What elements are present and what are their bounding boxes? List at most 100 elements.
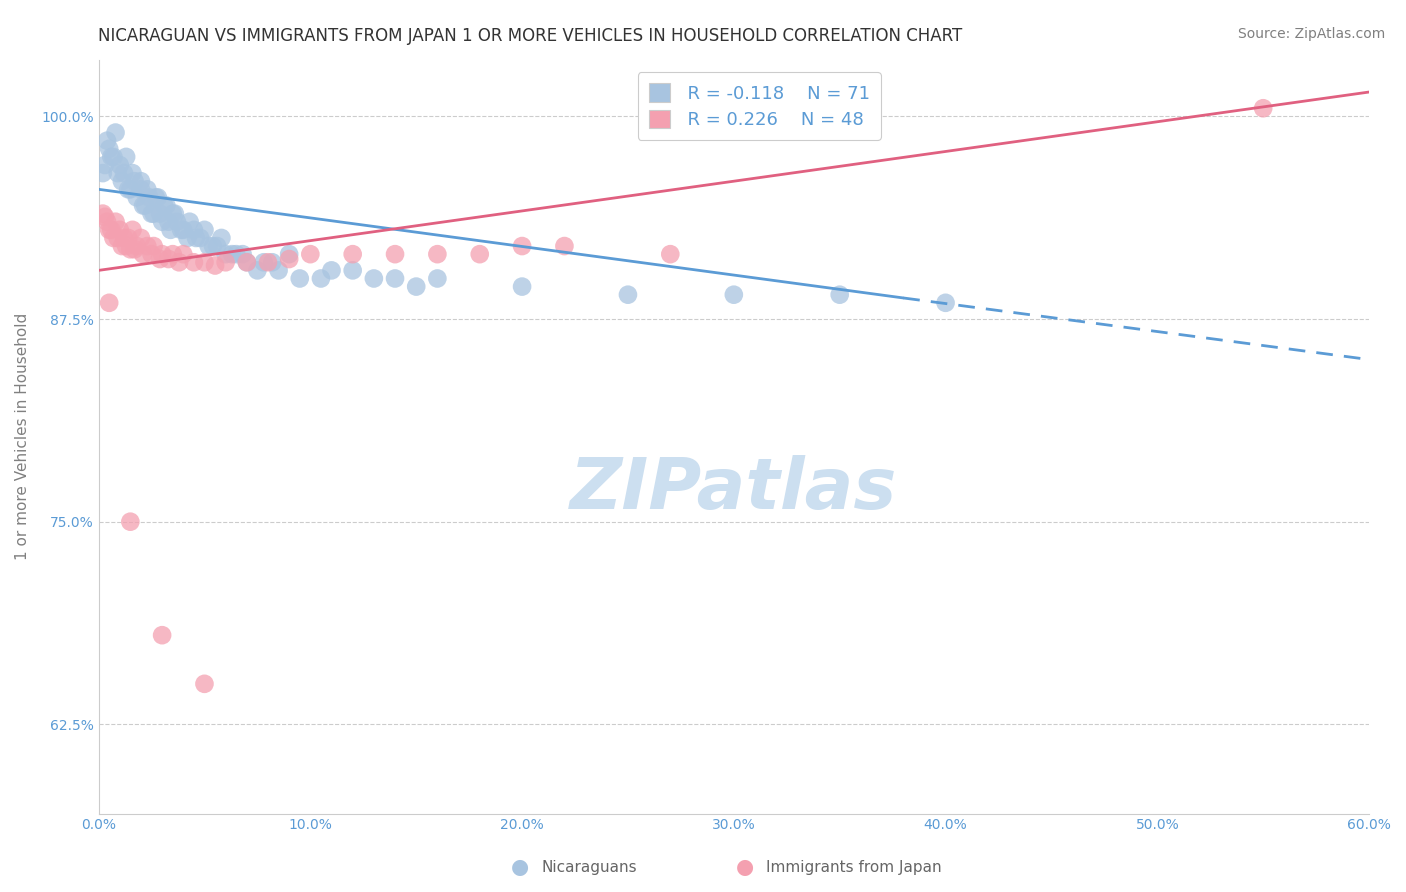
- Point: [405, 279, 427, 293]
- Point: [104, 215, 127, 229]
- Point: [124, 174, 146, 188]
- Point: [115, 150, 138, 164]
- Point: [257, 255, 280, 269]
- Point: [172, 223, 194, 237]
- Point: [553, 239, 575, 253]
- Point: [363, 271, 385, 285]
- Point: [321, 263, 343, 277]
- Point: [145, 190, 167, 204]
- Point: [167, 255, 190, 269]
- Point: [170, 223, 193, 237]
- Point: [384, 271, 406, 285]
- Point: [142, 206, 165, 220]
- Point: [184, 231, 207, 245]
- Point: [149, 252, 172, 266]
- Point: [204, 259, 226, 273]
- Point: [111, 239, 134, 253]
- Point: [96, 215, 118, 229]
- Point: [510, 279, 533, 293]
- Point: [108, 223, 131, 237]
- Point: [153, 198, 176, 212]
- Point: [94, 210, 117, 224]
- Point: [262, 255, 284, 269]
- Point: [659, 247, 682, 261]
- Point: [236, 255, 259, 269]
- Point: [150, 215, 173, 229]
- Point: [1251, 101, 1274, 115]
- Point: [96, 134, 118, 148]
- Point: [98, 295, 121, 310]
- Point: [288, 271, 311, 285]
- Point: [197, 239, 219, 253]
- Point: [129, 231, 152, 245]
- Point: [149, 206, 172, 220]
- Point: [935, 295, 957, 310]
- Point: [120, 182, 142, 196]
- Point: [253, 255, 276, 269]
- Point: [117, 182, 139, 196]
- Point: [98, 142, 121, 156]
- Point: [129, 174, 152, 188]
- Point: [120, 515, 142, 529]
- Point: [166, 215, 188, 229]
- Point: [136, 182, 159, 196]
- Point: [617, 287, 640, 301]
- Point: [232, 247, 254, 261]
- Point: [162, 206, 184, 220]
- Point: [111, 174, 134, 188]
- Point: [120, 242, 142, 256]
- Point: [125, 190, 148, 204]
- Point: [112, 231, 135, 245]
- Text: Source: ZipAtlas.com: Source: ZipAtlas.com: [1237, 27, 1385, 41]
- Point: [188, 231, 211, 245]
- Point: [225, 247, 247, 261]
- Point: [221, 247, 243, 261]
- Point: [214, 255, 236, 269]
- Point: [723, 287, 745, 301]
- Point: [121, 223, 143, 237]
- Point: [183, 223, 205, 237]
- Point: [150, 628, 173, 642]
- Legend:   R = -0.118    N = 71,   R = 0.226    N = 48: R = -0.118 N = 71, R = 0.226 N = 48: [638, 72, 880, 140]
- Point: [132, 247, 155, 261]
- Point: [115, 239, 138, 253]
- Point: [124, 242, 146, 256]
- Point: [309, 271, 332, 285]
- Point: [125, 239, 148, 253]
- Point: [117, 231, 139, 245]
- Point: [138, 190, 160, 204]
- Point: [193, 255, 215, 269]
- Point: [103, 231, 125, 245]
- Point: [141, 247, 163, 261]
- Point: [828, 287, 851, 301]
- Point: [426, 247, 449, 261]
- Point: [134, 198, 156, 212]
- Point: [510, 239, 533, 253]
- Point: [157, 252, 180, 266]
- Point: [129, 182, 152, 196]
- Point: [201, 239, 224, 253]
- Text: ZIPatlas: ZIPatlas: [571, 455, 897, 524]
- Point: [426, 271, 449, 285]
- Point: [176, 231, 198, 245]
- Point: [98, 223, 121, 237]
- Point: [183, 255, 205, 269]
- Point: [142, 239, 165, 253]
- Point: [278, 252, 301, 266]
- Point: [94, 158, 117, 172]
- Point: [107, 166, 129, 180]
- Point: [132, 198, 155, 212]
- Point: [342, 247, 364, 261]
- Point: [468, 247, 491, 261]
- Point: [121, 166, 143, 180]
- Point: [172, 247, 194, 261]
- Point: [179, 215, 201, 229]
- Point: [193, 677, 215, 691]
- Text: NICARAGUAN VS IMMIGRANTS FROM JAPAN 1 OR MORE VEHICLES IN HOUSEHOLD CORRELATION : NICARAGUAN VS IMMIGRANTS FROM JAPAN 1 OR…: [98, 27, 963, 45]
- Point: [278, 247, 301, 261]
- Point: [299, 247, 322, 261]
- Point: [157, 215, 180, 229]
- Y-axis label: 1 or more Vehicles in Household: 1 or more Vehicles in Household: [15, 313, 30, 560]
- Point: [162, 247, 184, 261]
- Point: [384, 247, 406, 261]
